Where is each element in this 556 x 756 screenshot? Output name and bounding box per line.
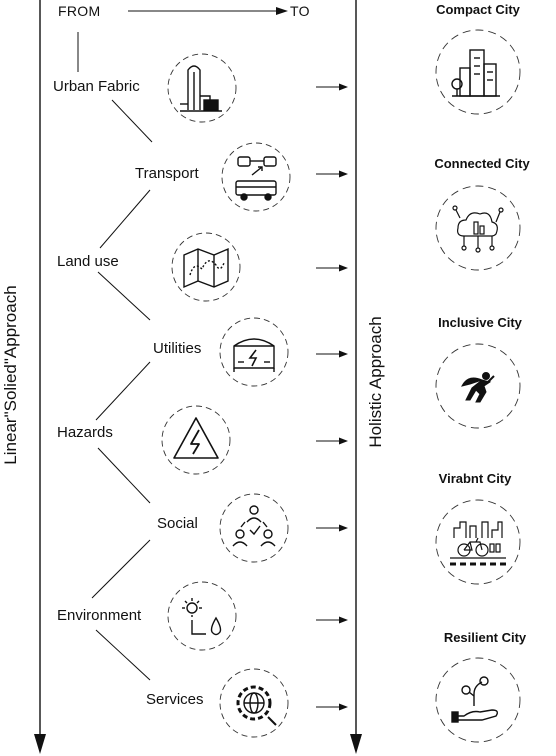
buildings-icon	[435, 29, 521, 115]
sector-label-hazards: Hazards	[57, 424, 113, 441]
transport-icon	[221, 142, 291, 212]
sector-label-urban-fabric: Urban Fabric	[53, 78, 140, 95]
bicycle-city-icon	[435, 499, 521, 585]
left-axis-arrow	[34, 0, 46, 754]
right-axis-label: Holistic Approach	[366, 316, 385, 448]
city-label-resilient: Resilient City	[443, 630, 527, 645]
sector-label-transport: Transport	[135, 165, 199, 182]
from-label: FROM	[58, 3, 101, 19]
sector-arrows	[316, 83, 348, 711]
hand-plant-icon	[435, 657, 521, 743]
sector-label-services: Services	[146, 691, 204, 708]
electric-hazard-icon	[161, 405, 231, 475]
cloud-network-icon	[435, 185, 521, 271]
sector-label-environment: Environment	[57, 607, 142, 624]
sector-label-land-use: Land use	[57, 253, 119, 270]
left-axis-label: Linear"Solied"Approach	[1, 285, 20, 465]
zigzag-connectors	[77, 32, 153, 681]
city-label-compact: Compact City	[436, 2, 520, 17]
sector-label-social: Social	[157, 515, 198, 532]
city-label-inclusive: Inclusive City	[438, 315, 522, 330]
people-network-icon	[219, 493, 289, 563]
skyscraper-icon	[167, 53, 237, 123]
sun-water-icon	[167, 581, 237, 651]
city-label-vibrant: Virabnt City	[438, 471, 512, 486]
power-station-icon	[219, 317, 289, 387]
superhero-icon	[435, 343, 521, 429]
right-axis-arrow	[350, 0, 362, 754]
to-label: TO	[290, 3, 310, 19]
sector-label-utilities: Utilities	[153, 340, 202, 357]
from-to-arrow	[128, 7, 288, 15]
map-icon	[171, 232, 241, 302]
city-label-connected: Connected City	[434, 156, 530, 171]
gear-globe-icon	[219, 668, 289, 738]
